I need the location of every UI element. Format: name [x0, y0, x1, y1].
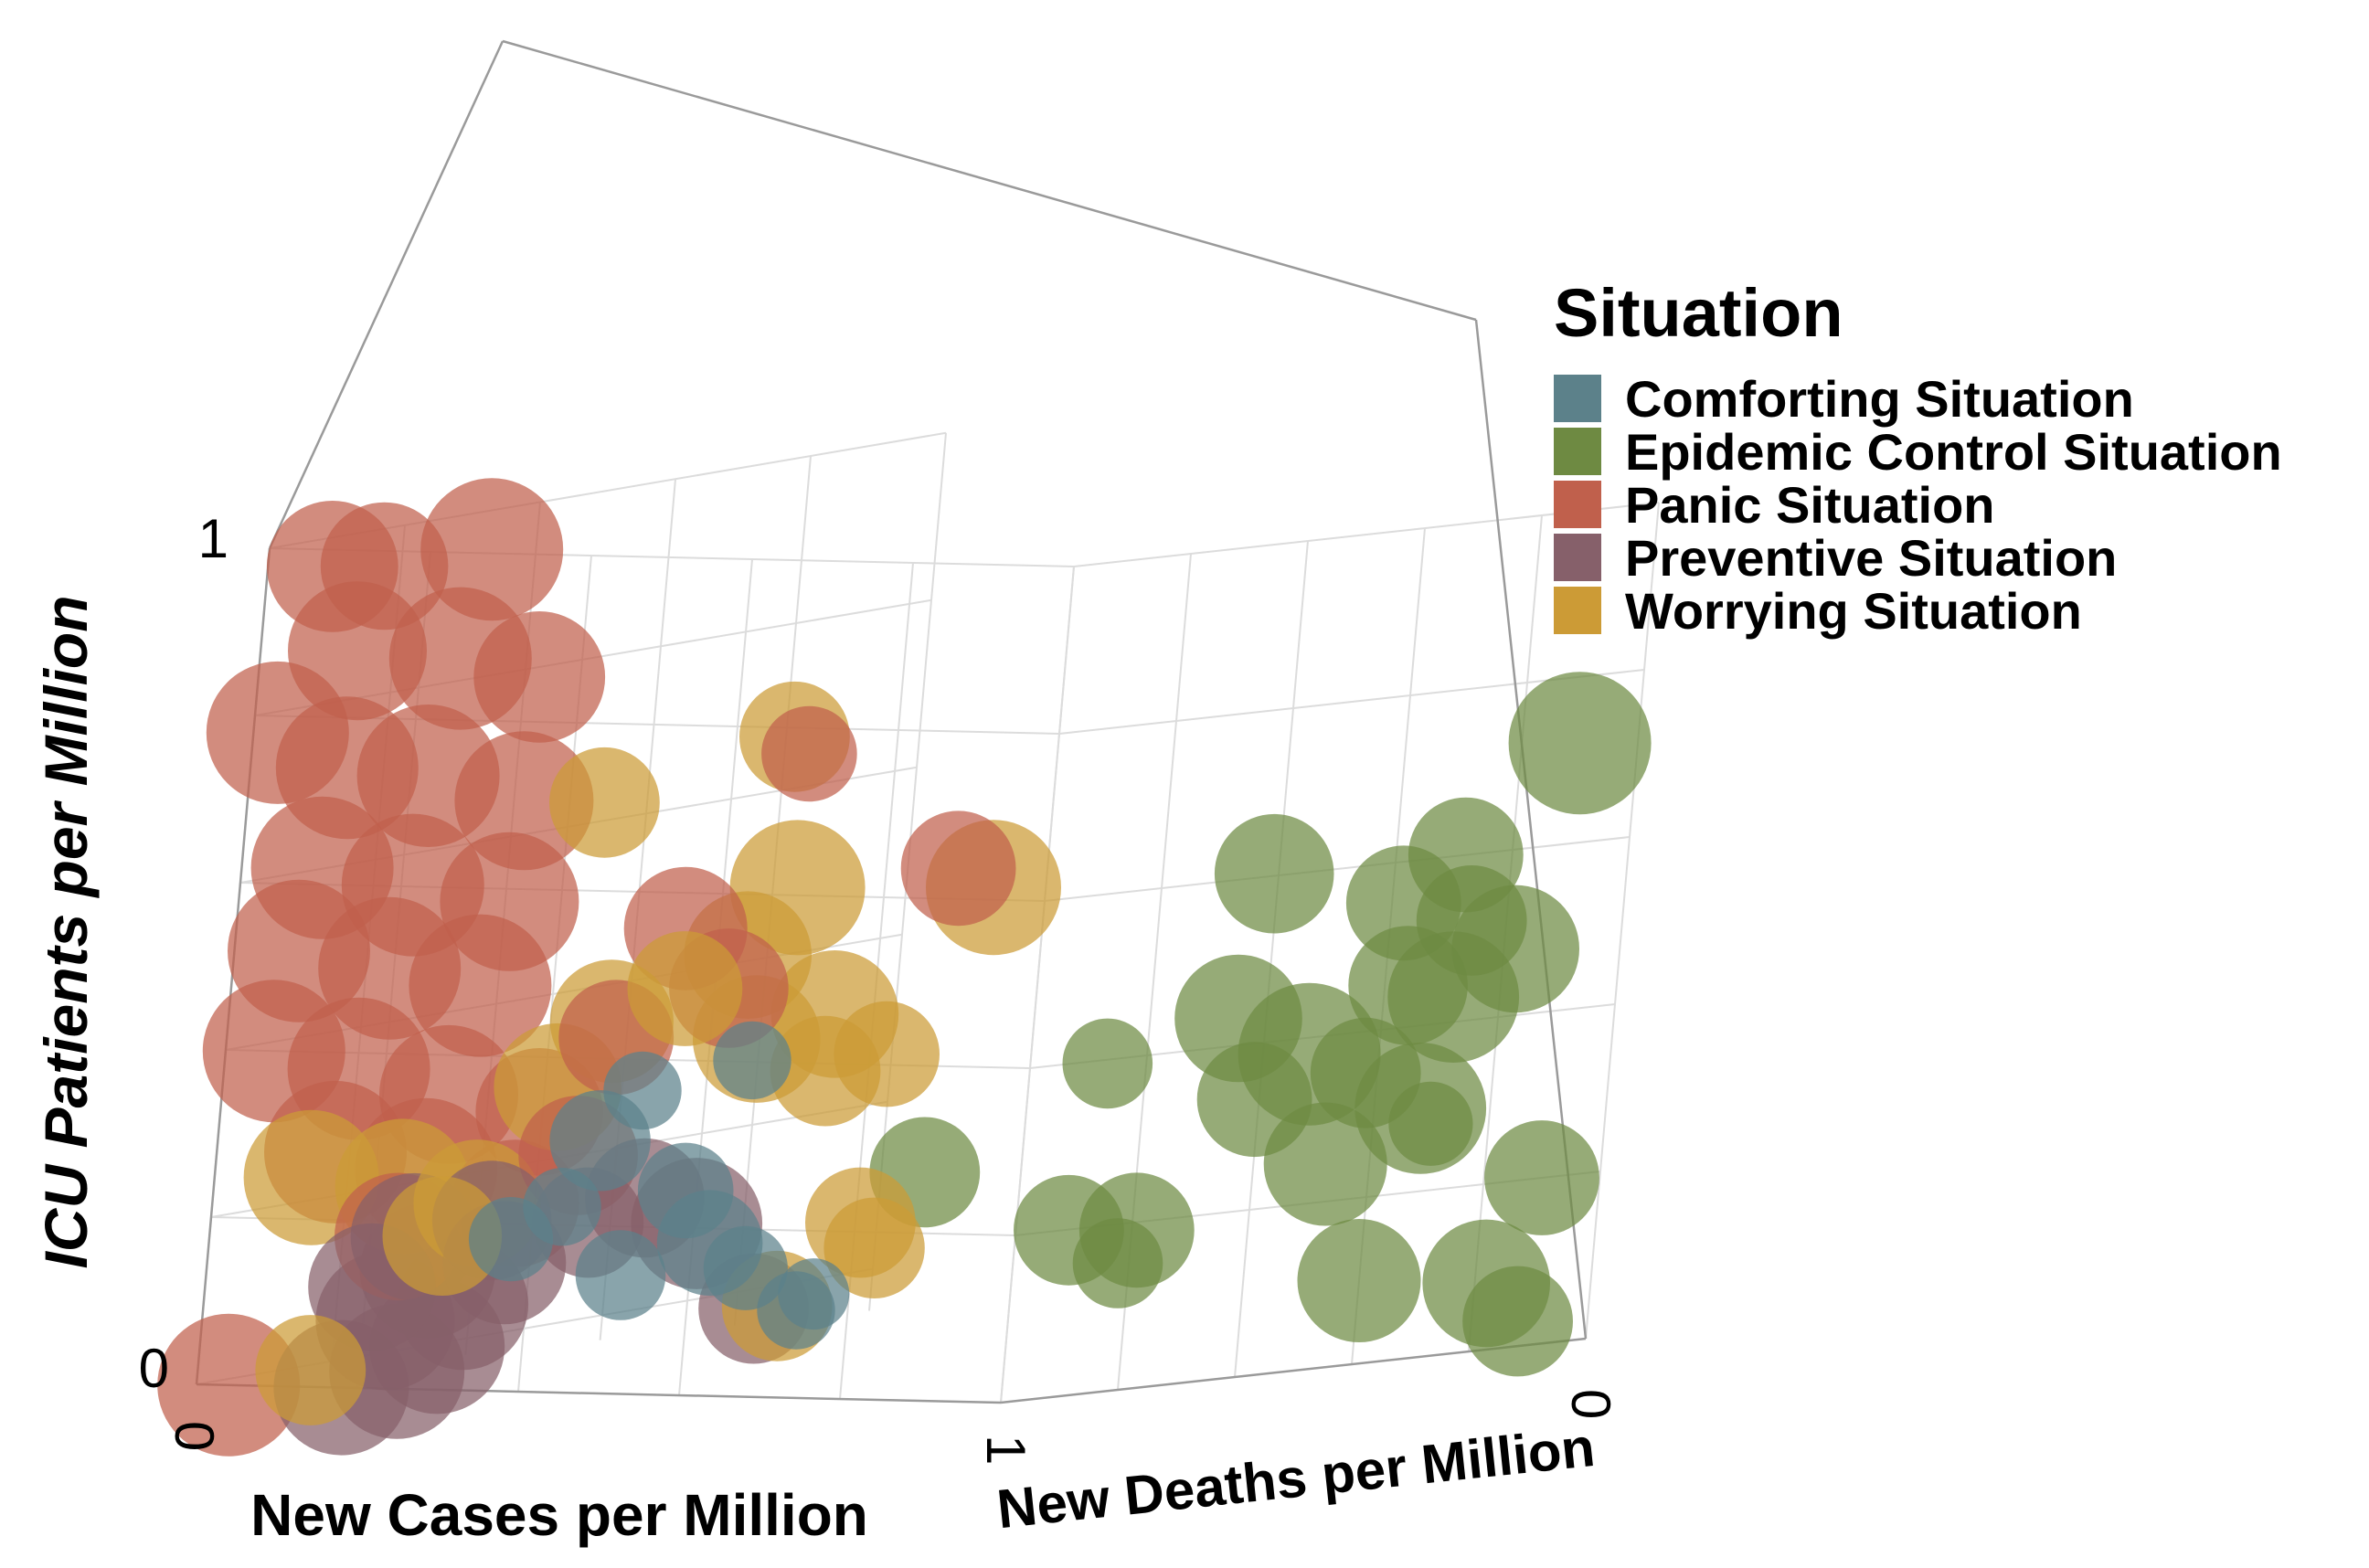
bubble-epidemic-control-situation[interactable]: [1508, 672, 1652, 815]
y-tick-end: 0: [1560, 1389, 1621, 1419]
bubble-epidemic-control-situation[interactable]: [1297, 1219, 1421, 1342]
legend-item-panic[interactable]: Panic Situation: [1554, 476, 2282, 534]
bubble-comforting-situation[interactable]: [575, 1230, 666, 1320]
bubble-worrying-situation[interactable]: [549, 747, 660, 858]
bubble-panic-situation[interactable]: [420, 478, 564, 621]
bubble-comforting-situation[interactable]: [778, 1258, 850, 1330]
z-axis-label: ICU Patients per Million: [32, 595, 100, 1268]
bubble-epidemic-control-situation[interactable]: [1062, 1018, 1153, 1109]
legend-label-comforting: Comforting Situation: [1625, 369, 2134, 428]
bubble-worrying-situation[interactable]: [382, 1176, 503, 1296]
bubble-epidemic-control-situation[interactable]: [1462, 1266, 1573, 1377]
bubble-panic-situation[interactable]: [473, 611, 606, 743]
legend-swatch-panic: [1554, 481, 1601, 528]
bubble-epidemic-control-situation[interactable]: [1196, 1042, 1312, 1158]
legend-title: Situation: [1554, 275, 1843, 351]
grid-line: [1585, 502, 1660, 1340]
bubble-panic-situation[interactable]: [440, 832, 579, 971]
legend-item-comforting[interactable]: Comforting Situation: [1554, 370, 2282, 428]
bubble-worrying-situation[interactable]: [823, 1197, 925, 1299]
x-tick-start: 0: [164, 1421, 225, 1451]
legend-swatch-worrying: [1554, 587, 1601, 634]
bubble-panic-situation[interactable]: [320, 502, 449, 630]
z-tick-bottom: 0: [139, 1338, 169, 1399]
bubble-epidemic-control-situation[interactable]: [1072, 1218, 1163, 1308]
bubble-panic-situation[interactable]: [761, 705, 857, 802]
bubble-comforting-situation[interactable]: [713, 1021, 791, 1100]
legend-swatch-comforting: [1554, 375, 1601, 422]
bubble-epidemic-control-situation[interactable]: [1310, 1017, 1421, 1128]
bubble-worrying-situation[interactable]: [834, 1001, 940, 1107]
bubble-panic-situation[interactable]: [900, 810, 1016, 927]
grid-line: [1234, 540, 1309, 1378]
y-tick-start: 1: [975, 1435, 1036, 1465]
legend-label-epidemic-control: Epidemic Control Situation: [1625, 422, 2282, 481]
y-axis-label: New Deaths per Million: [994, 1416, 1598, 1540]
bubbles: [157, 478, 1652, 1457]
bubble-comforting-situation[interactable]: [603, 1051, 682, 1130]
legend: Situation Comforting Situation Epidemic …: [1554, 274, 2282, 640]
legend-label-worrying: Worrying Situation: [1625, 581, 2082, 640]
legend-item-preventive[interactable]: Preventive Situation: [1554, 529, 2282, 587]
legend-item-worrying[interactable]: Worrying Situation: [1554, 582, 2282, 640]
bubble-epidemic-control-situation[interactable]: [1416, 865, 1527, 976]
grid-line: [1000, 566, 1075, 1404]
bubble-epidemic-control-situation[interactable]: [1484, 1120, 1599, 1235]
bubble-worrying-situation[interactable]: [255, 1315, 367, 1425]
legend-label-panic: Panic Situation: [1625, 475, 1995, 534]
legend-swatch-epidemic-control: [1554, 428, 1601, 475]
bubble-worrying-situation[interactable]: [627, 931, 743, 1046]
legend-label-preventive: Preventive Situation: [1625, 528, 2118, 587]
legend-item-epidemic-control[interactable]: Epidemic Control Situation: [1554, 423, 2282, 481]
bubble-epidemic-control-situation[interactable]: [1388, 1081, 1473, 1166]
z-tick-top: 1: [198, 508, 228, 569]
frame-edge: [502, 39, 1477, 322]
bubble-comforting-situation[interactable]: [637, 1142, 734, 1239]
x-axis-label: New Cases per Million: [250, 1482, 868, 1548]
legend-swatch-preventive: [1554, 534, 1601, 581]
frame-edge: [268, 40, 505, 549]
bubble-epidemic-control-situation[interactable]: [1214, 813, 1334, 934]
bubble-comforting-situation[interactable]: [523, 1168, 601, 1246]
